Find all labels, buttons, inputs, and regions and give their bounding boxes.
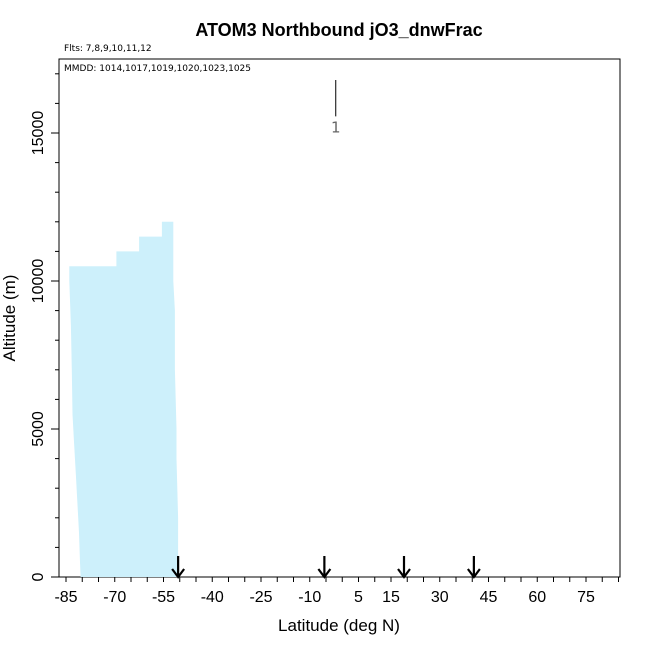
plot-frame xyxy=(58,58,621,578)
flight-annotation: 1 xyxy=(331,80,341,136)
arrow-marker xyxy=(171,556,186,579)
y-axis: 0 5000 10000 15000 xyxy=(30,73,59,581)
flights-note: Flts: 7,8,9,10,11,12 xyxy=(64,44,152,54)
x-tick-label: -10 xyxy=(298,589,321,606)
annotation-label: 1 xyxy=(331,118,341,136)
x-axis-label: Latitude (deg N) xyxy=(278,616,400,635)
x-tick-label: 30 xyxy=(431,589,449,606)
chart-title: ATOM3 Northbound jO3_dnwFrac xyxy=(195,20,482,40)
x-tick-label: -55 xyxy=(152,589,175,606)
coverage-series-0 xyxy=(69,221,179,578)
x-tick-label: 5 xyxy=(354,589,363,606)
x-tick-label: 75 xyxy=(577,589,595,606)
y-tick-label: 5000 xyxy=(30,411,47,447)
arrow-marker xyxy=(397,556,411,579)
x-tick-label: -85 xyxy=(54,589,77,606)
x-tick-label: 15 xyxy=(382,589,400,606)
x-tick-label: -25 xyxy=(249,589,272,606)
x-tick-label: -40 xyxy=(201,589,224,606)
dates-note: MMDD: 1014,1017,1019,1020,1023,1025 xyxy=(64,64,251,74)
arrow-marker xyxy=(466,556,481,579)
altitude-coverage-area xyxy=(69,221,179,578)
arrow-marker xyxy=(317,556,332,579)
x-tick-label: 60 xyxy=(528,589,546,606)
y-axis-label: Altitude (m) xyxy=(0,275,19,362)
y-tick-label: 10000 xyxy=(30,259,47,304)
arrow-markers xyxy=(171,556,481,579)
x-axis: -85 -70 -55 -40 -25 -10 5 15 30 45 60 75 xyxy=(54,577,619,606)
x-tick-label: -70 xyxy=(103,589,126,606)
y-tick-label: 0 xyxy=(30,572,47,581)
y-tick-label: 15000 xyxy=(30,111,47,156)
x-tick-label: 45 xyxy=(480,589,498,606)
